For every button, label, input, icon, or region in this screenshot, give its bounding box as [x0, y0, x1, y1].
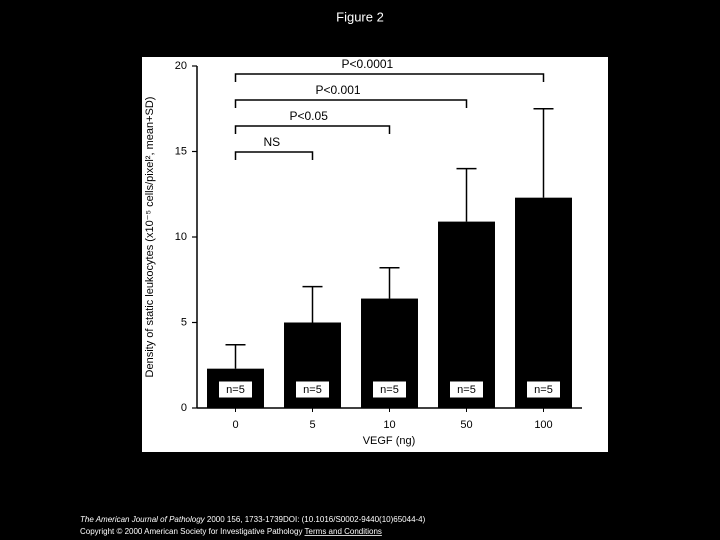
y-tick-label: 15: [175, 145, 187, 157]
n-label-box: [295, 380, 330, 399]
bar: [438, 221, 495, 408]
n-label-box: [526, 380, 561, 399]
n-label-box: [218, 380, 253, 399]
significance-bracket: [234, 73, 545, 82]
terms-link[interactable]: Terms and Conditions: [305, 527, 382, 536]
y-tick-label: 5: [181, 316, 187, 328]
n-label-box: [449, 380, 484, 399]
page-title: Figure 2: [336, 9, 384, 24]
n-label: n=5: [534, 384, 553, 396]
y-tick-label: 20: [175, 60, 187, 72]
significance-label: P<0.001: [316, 83, 361, 97]
x-tick-label: 50: [460, 419, 472, 431]
significance-label: P<0.05: [290, 109, 329, 123]
bar: [515, 197, 572, 408]
n-label: n=5: [457, 384, 476, 396]
y-tick-label: 0: [181, 402, 187, 414]
y-axis-label: Density of static leukocytes (x10⁻⁵ cell…: [144, 97, 156, 378]
y-tick-label: 10: [175, 231, 187, 243]
n-label-box: [372, 380, 407, 399]
significance-label: P<0.0001: [342, 57, 394, 71]
footer-citation: The American Journal of Pathology 2000 1…: [80, 515, 426, 524]
significance-bracket: [234, 99, 468, 108]
x-tick-label: 5: [309, 419, 315, 431]
significance-bracket: [234, 151, 314, 160]
journal-name: The American Journal of Pathology: [80, 515, 206, 524]
x-tick-label: 100: [534, 419, 552, 431]
x-axis-label: VEGF (ng): [363, 435, 416, 447]
n-label: n=5: [380, 384, 399, 396]
citation: 2000 156, 1733-1739DOI: (10.1016/S0002-9…: [207, 515, 426, 524]
n-label: n=5: [303, 384, 322, 396]
copyright: Copyright © 2000 American Society for In…: [80, 527, 302, 536]
x-tick-label: 10: [383, 419, 395, 431]
significance-bracket: [234, 125, 391, 134]
footer-copyright: Copyright © 2000 American Society for In…: [80, 527, 382, 536]
significance-label: NS: [264, 135, 281, 149]
n-label: n=5: [226, 384, 245, 396]
x-tick-label: 0: [232, 419, 238, 431]
